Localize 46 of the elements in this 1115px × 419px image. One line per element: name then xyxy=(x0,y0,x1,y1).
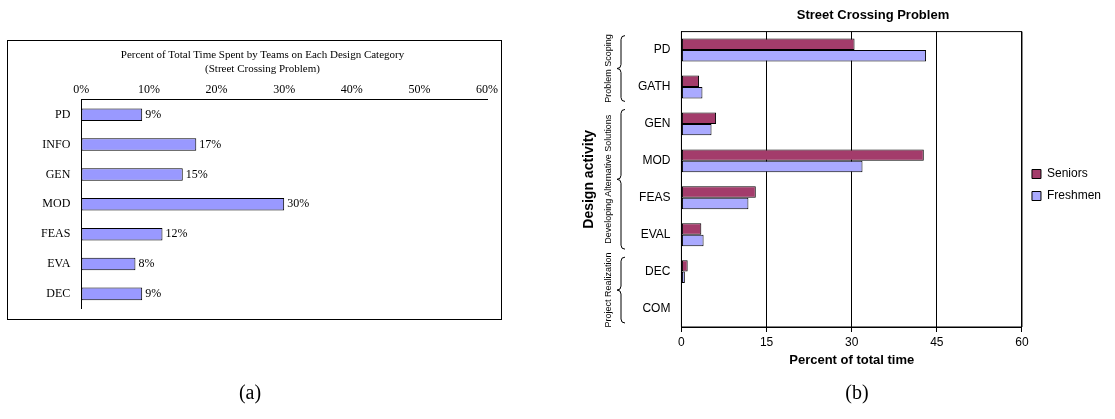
data-label: 8% xyxy=(138,256,155,271)
y-tick-label: INFO xyxy=(42,136,71,151)
y-tick-label: GATH xyxy=(637,79,671,94)
chart-subtitle: (Street Crossing Problem) xyxy=(205,61,321,75)
y-tick-label: GEN xyxy=(644,116,671,131)
chart-title: Street Crossing Problem xyxy=(796,7,950,23)
y-tick-label: EVAL xyxy=(640,227,671,241)
data-label: 15% xyxy=(185,166,208,181)
y-tick-label: PD xyxy=(653,42,671,57)
y-tick-label: PD xyxy=(55,106,71,121)
y-tick-label: EVA xyxy=(47,256,71,271)
text: Problem Scoping xyxy=(603,34,614,103)
data-label: 30% xyxy=(287,196,310,211)
data-label: 12% xyxy=(165,226,188,241)
x2-tick-label: 20% xyxy=(205,81,228,96)
y-tick-label: COM xyxy=(642,300,671,315)
x2-tick-label: 10% xyxy=(137,81,160,96)
data-label: 17% xyxy=(199,136,222,151)
text: Project Realization xyxy=(603,252,614,328)
x2-tick-label: 30% xyxy=(273,81,296,96)
x-tick-label: 15 xyxy=(759,334,774,349)
x-axis-title: Percent of total time xyxy=(789,351,915,367)
chart-title: Percent of Total Time Spent by Teams on Each Design Category xyxy=(120,48,405,61)
x2-tick-label: 40% xyxy=(340,81,363,96)
x-tick-label: 0 xyxy=(678,334,686,349)
data-label: 9% xyxy=(145,286,162,301)
x-tick-label: 60 xyxy=(1015,334,1029,349)
text: Developing Alternative Solutions xyxy=(603,114,614,244)
x2-tick-label: 0% xyxy=(73,81,90,96)
legend-label: Freshmen xyxy=(1046,188,1102,203)
x2-tick-label: 60% xyxy=(476,81,498,96)
y-tick-label: DEC xyxy=(46,286,71,301)
y-tick-label: MOD xyxy=(642,153,671,168)
text: (a) xyxy=(237,381,263,404)
y-tick-label: DEC xyxy=(645,263,671,278)
y-tick-label: FEAS xyxy=(41,226,71,241)
y-tick-label: FEAS xyxy=(639,190,671,205)
y-axis-title: Design activity xyxy=(579,129,596,229)
x-tick-label: 30 xyxy=(845,334,859,349)
y-tick-label: MOD xyxy=(42,196,71,211)
x-tick-label: 45 xyxy=(930,334,944,349)
data-label: 9% xyxy=(145,106,162,121)
y-tick-label: GEN xyxy=(45,166,71,181)
x2-tick-label: 50% xyxy=(408,81,431,96)
legend-label: Seniors xyxy=(1046,166,1088,181)
text: (b) xyxy=(844,381,870,404)
